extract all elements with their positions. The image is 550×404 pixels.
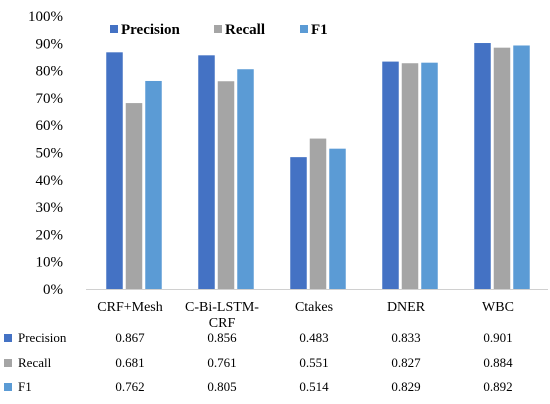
table-cell: 0.762 <box>115 379 144 394</box>
y-tick-label: 20% <box>36 227 64 243</box>
y-tick-label: 0% <box>43 282 63 298</box>
table-cell: 0.867 <box>115 330 145 345</box>
bar-precision-1 <box>106 52 123 290</box>
table-row-label: Recall <box>18 355 52 370</box>
x-category-label: Ctakes <box>295 300 333 315</box>
y-tick-label: 10% <box>36 255 64 271</box>
legend-label-f1: F1 <box>311 22 328 38</box>
table-row-label: Precision <box>18 330 67 345</box>
y-tick-label: 80% <box>36 64 64 80</box>
bar-recall-1 <box>125 103 143 289</box>
legend: Precision Recall F1 <box>110 22 328 38</box>
bar-recall-3 <box>309 138 327 289</box>
x-category-label: CRF <box>209 316 236 331</box>
bar-precision-4 <box>382 61 399 289</box>
table-cell: 0.805 <box>207 379 236 394</box>
table-cell: 0.884 <box>483 355 513 370</box>
bar-f1-1 <box>145 80 162 289</box>
data-table: Precision 0.867 0.856 0.483 0.833 0.901 Recall… <box>4 330 513 394</box>
bar-recall-4 <box>401 63 419 289</box>
table-cell: 0.856 <box>207 330 237 345</box>
table-cell: 0.827 <box>391 355 421 370</box>
table-cell: 0.514 <box>299 379 329 394</box>
legend-label-precision: Precision <box>121 22 181 38</box>
bar-f1-4 <box>421 62 438 289</box>
y-tick-label: 50% <box>36 146 64 162</box>
y-tick-label: 90% <box>36 36 64 52</box>
y-tick-label: 100% <box>28 9 63 25</box>
legend-swatch-f1 <box>300 25 308 33</box>
table-cell: 0.761 <box>207 355 236 370</box>
table-cell: 0.829 <box>391 379 420 394</box>
table-cell: 0.833 <box>391 330 420 345</box>
bar-recall-5 <box>493 47 511 289</box>
legend-swatch-recall <box>214 25 222 33</box>
x-category-label: C-Bi-LSTM- <box>185 300 259 315</box>
bar-f1-2 <box>237 69 254 289</box>
table-cell: 0.483 <box>299 330 328 345</box>
bar-precision-5 <box>474 43 491 289</box>
table-row-label: F1 <box>18 379 32 394</box>
bar-f1-5 <box>513 45 530 289</box>
table-cell: 0.551 <box>299 355 328 370</box>
legend-swatch-precision <box>110 25 118 33</box>
y-tick-label: 70% <box>36 91 64 107</box>
table-cell: 0.901 <box>483 330 512 345</box>
bar-series: CRF+Mesh C-Bi-LSTM-CRF Ctakes DNER WBC <box>97 43 530 331</box>
bar-precision-2 <box>198 55 215 290</box>
x-category-label: WBC <box>482 300 514 315</box>
table-cell: 0.681 <box>115 355 144 370</box>
x-category-label: DNER <box>387 300 426 315</box>
bar-f1-3 <box>329 148 346 289</box>
x-category-label: CRF+Mesh <box>97 300 162 315</box>
y-axis-tick-labels: 0% 10% 20% 30% 40% 50% 60% 70% 80% 90% 100% <box>28 9 63 298</box>
bar-precision-3 <box>290 157 307 289</box>
y-tick-label: 60% <box>36 118 64 134</box>
table-cell: 0.892 <box>483 379 512 394</box>
y-tick-label: 40% <box>36 173 64 189</box>
table-swatch-f1 <box>4 383 12 391</box>
bar-recall-2 <box>217 81 235 289</box>
legend-label-recall: Recall <box>225 22 265 38</box>
table-swatch-precision <box>4 334 12 342</box>
y-tick-label: 30% <box>36 200 64 216</box>
table-swatch-recall <box>4 359 12 367</box>
